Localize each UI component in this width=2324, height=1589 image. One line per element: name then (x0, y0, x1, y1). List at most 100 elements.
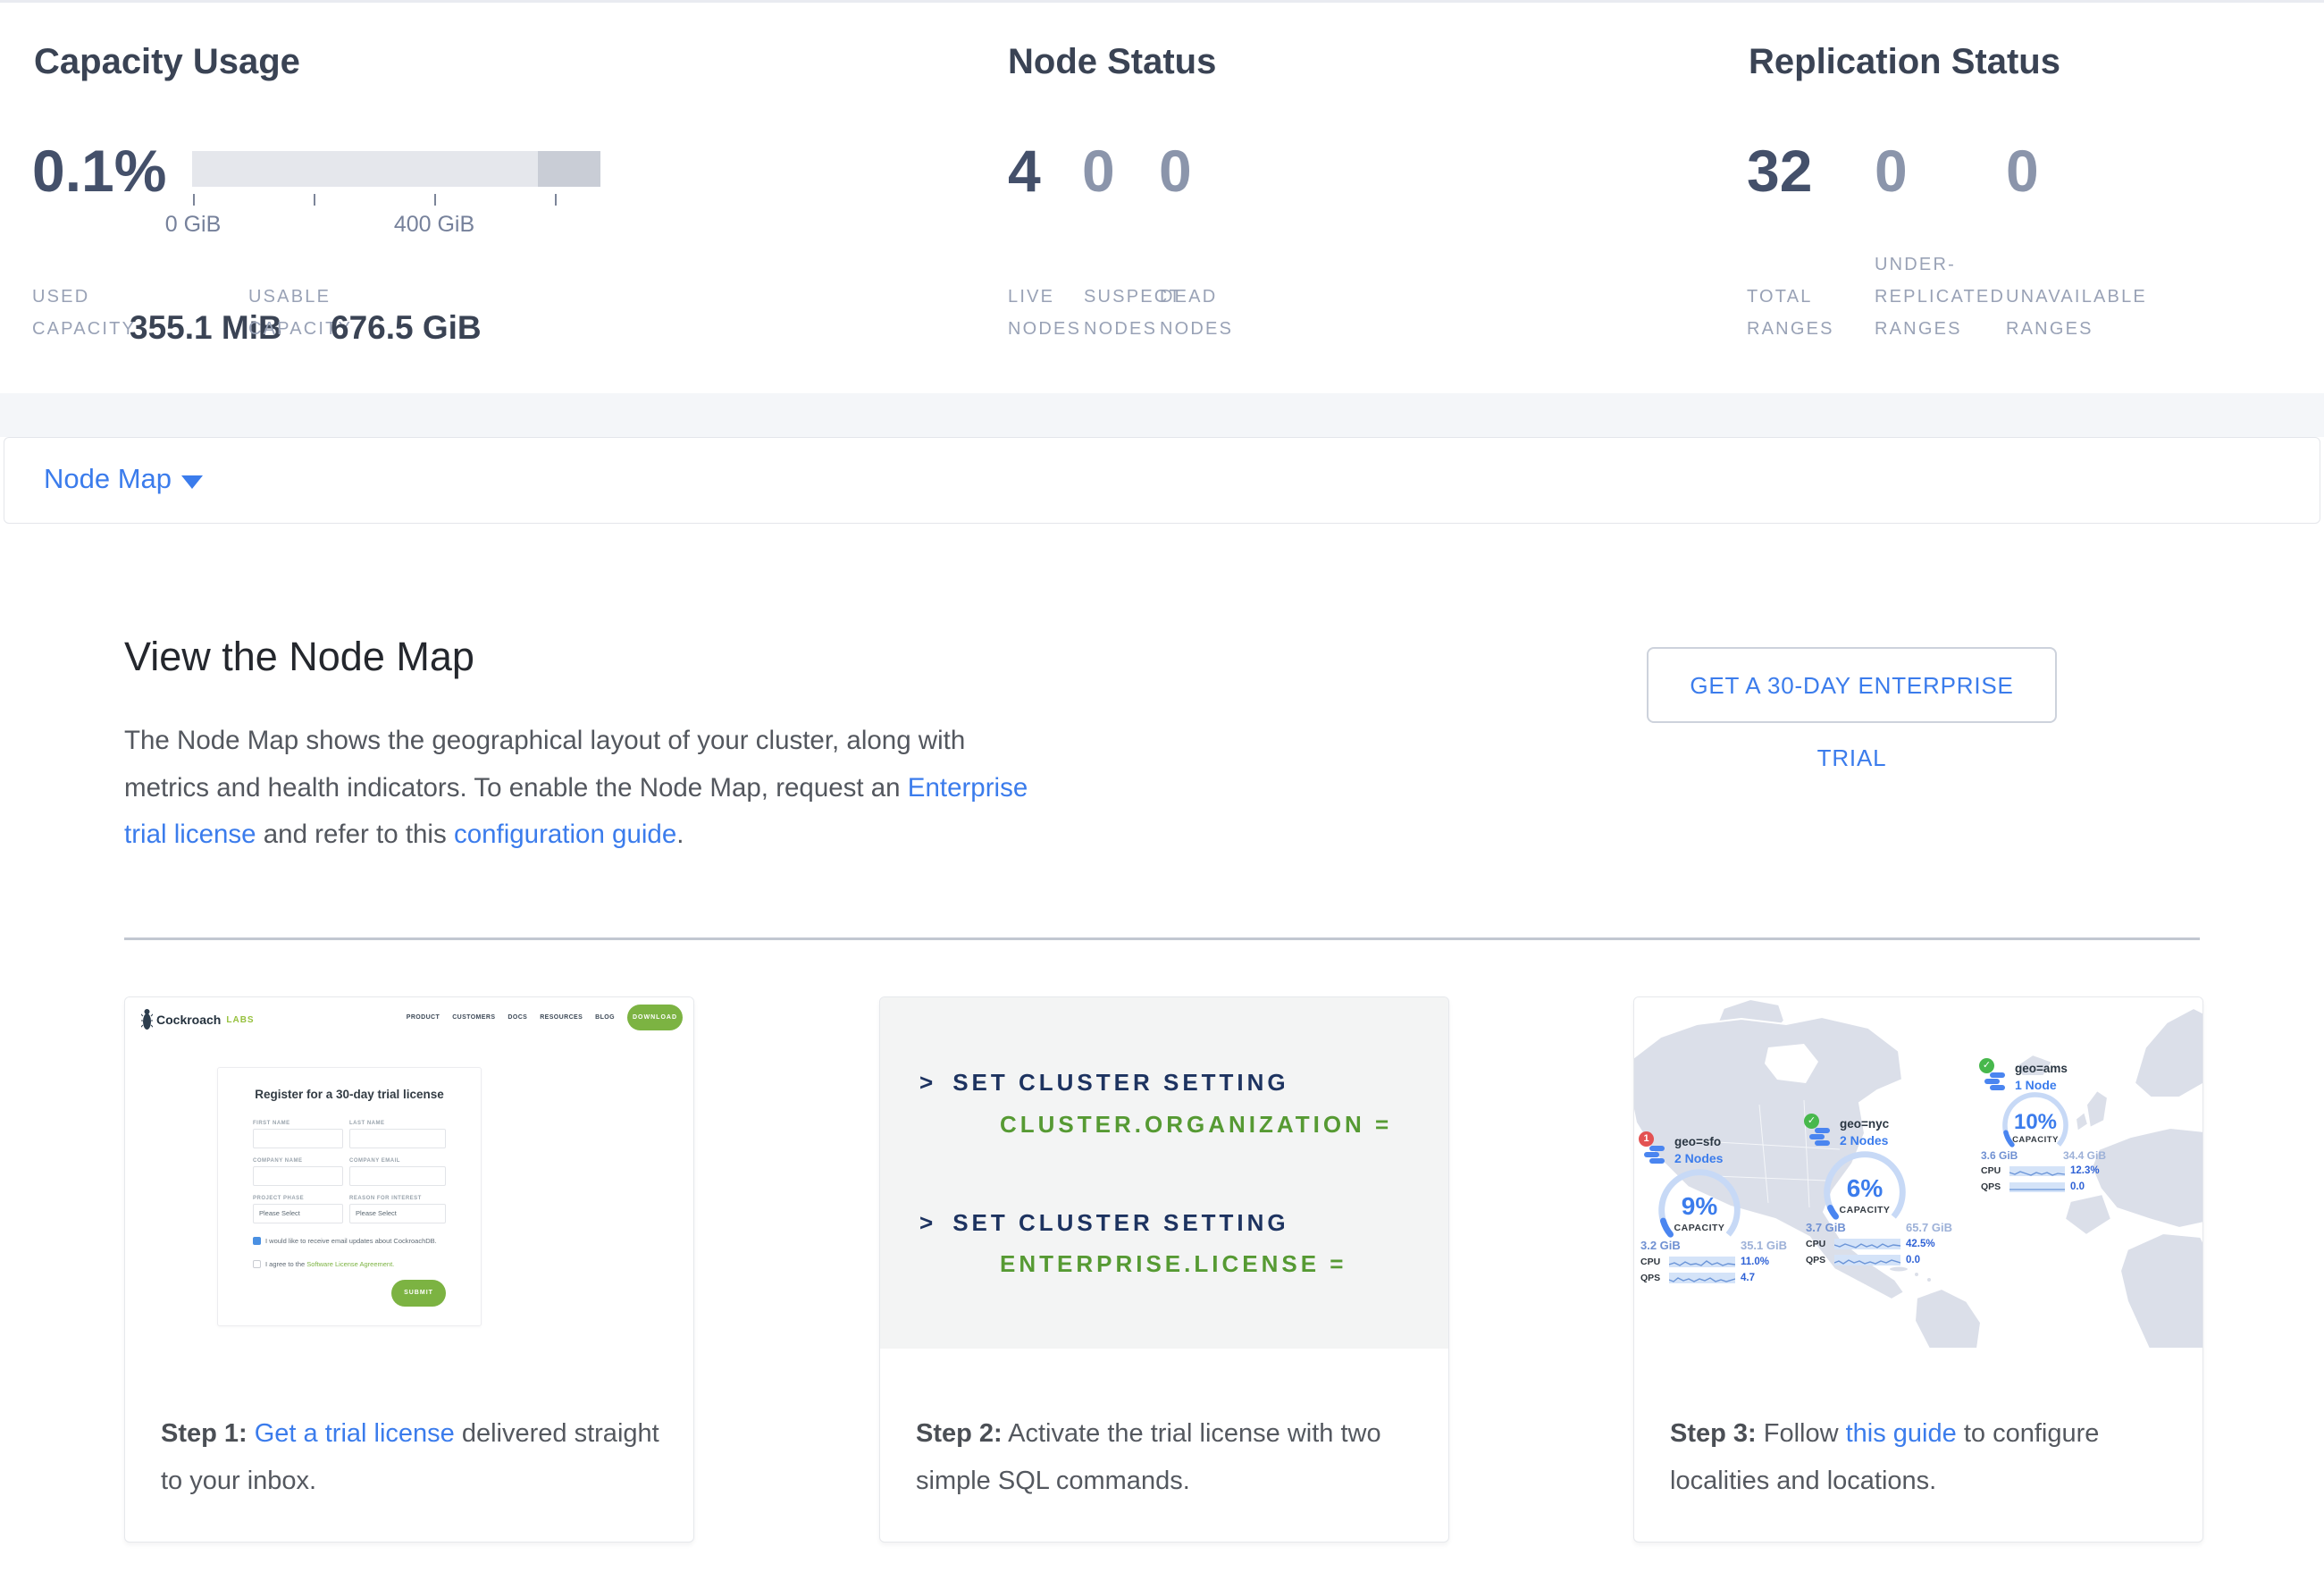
sql-keyword: SET CLUSTER SETTING (952, 1069, 1289, 1096)
cpu-metric-row: CPU 12.3% (1981, 1165, 2100, 1176)
cluster-summary-panel: Capacity Usage 0.1% 0 GiB 400 GiB USED C… (0, 3, 2324, 394)
capacity-bar-other-segment (538, 151, 600, 187)
trial-registration-screenshot: Cockroach LABS PRODUCT CUSTOMERS DOCS RE… (125, 997, 693, 1349)
cpu-value: 11.0% (1741, 1257, 1769, 1267)
sql-prompt: > (919, 1209, 937, 1236)
capacity-gauge (1658, 1169, 1741, 1251)
cpu-label: CPU (1806, 1239, 1826, 1249)
this-guide-link[interactable]: this guide (1845, 1419, 1957, 1448)
logo-suffix-text: LABS (226, 1014, 255, 1025)
usable-capacity-label: USABLE CAPACITY (248, 287, 353, 339)
healthy-check-icon: ✓ (1979, 1058, 1994, 1073)
last-name-field (349, 1129, 446, 1148)
section-divider (124, 937, 2200, 940)
step3-prefix: Step 3: (1670, 1419, 1757, 1448)
capacity-total: 65.7 GiB (1905, 1221, 1952, 1234)
capacity-axis-label-400: 400 GiB (393, 212, 475, 237)
get-trial-license-link[interactable]: Get a trial license (254, 1419, 455, 1448)
locality-node-count: 2 Nodes (1674, 1151, 1724, 1165)
panel-separator (0, 393, 2324, 437)
qps-metric-row: QPS 4.7 (1640, 1273, 1755, 1283)
qps-label: QPS (1981, 1181, 2001, 1192)
qps-sparkline (2009, 1181, 2065, 1192)
used-capacity-label: USED CAPACITY (32, 287, 137, 339)
qps-value: 4.7 (1741, 1273, 1755, 1283)
capacity-usage-title: Capacity Usage (34, 42, 300, 81)
first-name-label: FIRST NAME (253, 1121, 290, 1126)
nav-item-docs: DOCS (508, 1014, 528, 1021)
submit-button-image: SUBMIT (391, 1280, 446, 1307)
nav-item-customers: CUSTOMERS (452, 1014, 496, 1021)
world-map-graphic (1634, 997, 2202, 1349)
capacity-total: 35.1 GiB (1740, 1239, 1787, 1252)
sql-setting-2: ENTERPRISE.LICENSE = (1000, 1250, 1347, 1277)
qps-label: QPS (1806, 1255, 1826, 1265)
page-title: View the Node Map (124, 634, 474, 679)
step1-text (248, 1419, 255, 1448)
cpu-sparkline (2009, 1165, 2066, 1176)
qps-value: 0.0 (1906, 1255, 1920, 1265)
capacity-label: CAPACITY (2012, 1135, 2059, 1145)
qps-value: 0.0 (2070, 1181, 2085, 1192)
qps-sparkline (1833, 1255, 1901, 1265)
used-capacity-value: 355.1 MiB (130, 309, 282, 346)
step2-text: Activate the trial license with two simp… (916, 1419, 1381, 1495)
description-text: . (676, 820, 684, 849)
email-updates-text: I would like to receive email updates ab… (265, 1237, 437, 1245)
step3-text-after: to configure localities and locations. (1670, 1419, 2100, 1495)
agreement-text: I agree to the Software License Agreemen… (265, 1260, 394, 1268)
company-name-label: COMPANY NAME (253, 1158, 303, 1164)
live-nodes-label: LIVE NODES (1008, 287, 1082, 339)
step1-prefix: Step 1: (161, 1419, 248, 1448)
capacity-bar (192, 151, 600, 187)
database-stack-icon (1644, 1146, 1665, 1164)
cpu-value: 42.5% (1906, 1239, 1935, 1249)
sql-commands-image: > SET CLUSTER SETTING CLUSTER.ORGANIZATIO… (880, 997, 1448, 1349)
dead-nodes-label: DEAD NODES (1160, 287, 1234, 339)
cpu-value: 12.3% (2070, 1165, 2100, 1176)
capacity-axis-tick (314, 194, 315, 206)
reason-label: REASON FOR INTEREST (349, 1196, 422, 1201)
locality-sfo: 1 geo=sfo 2 Nodes 9% CAPACITY 3.2 GiB 35… (1639, 1130, 1792, 1291)
step1-text-after: delivered straight to your inbox. (161, 1419, 659, 1495)
qps-metric-row: QPS 0.0 (1981, 1181, 2085, 1192)
nav-item-blog: BLOG (595, 1014, 615, 1021)
nav-item-resources: RESOURCES (540, 1014, 583, 1021)
node-map-dropdown[interactable]: Node Map (4, 437, 2320, 524)
usable-capacity-value: 676.5 GiB (331, 309, 482, 346)
step2-prefix: Step 2: (916, 1419, 1003, 1448)
form-title: Register for a 30-day trial license (255, 1088, 444, 1101)
enterprise-trial-license-link[interactable]: Enterprise trial license (124, 772, 1028, 850)
project-phase-select: Please Select (253, 1204, 343, 1223)
license-agreement-checkbox-row: I agree to the Software License Agreemen… (253, 1260, 394, 1268)
capacity-percent: 9% (1681, 1192, 1718, 1220)
get-enterprise-trial-button[interactable]: GET A 30-DAY ENTERPRISE TRIAL (1647, 647, 2057, 771)
locality-name: geo=nyc (1840, 1117, 1890, 1131)
locality-name: geo=ams (2015, 1062, 2068, 1075)
database-stack-icon (1984, 1072, 2005, 1090)
cockroach-labs-logo: Cockroach LABS (141, 1008, 255, 1031)
node-map-dropdown-label: Node Map (44, 463, 172, 494)
node-map-description: The Node Map shows the geographical layo… (124, 718, 1107, 859)
step3-text: Follow (1756, 1419, 1846, 1448)
step2-card: > SET CLUSTER SETTING CLUSTER.ORGANIZATIO… (879, 996, 1449, 1543)
mini-site-nav: PRODUCT CUSTOMERS DOCS RESOURCES BLOG DO… (407, 1005, 683, 1030)
capacity-percent: 10% (2013, 1110, 2058, 1134)
qps-sparkline (1668, 1273, 1736, 1283)
capacity-gauge (2002, 1092, 2068, 1158)
first-name-field (253, 1129, 343, 1148)
company-email-label: COMPANY EMAIL (349, 1158, 400, 1164)
logo-text: Cockroach (156, 1013, 222, 1027)
suspect-nodes-count: 0 (1082, 138, 1115, 204)
sql-keyword: SET CLUSTER SETTING (952, 1209, 1289, 1236)
node-status-title: Node Status (1008, 42, 1217, 81)
description-text: The Node Map shows the geographical layo… (124, 726, 966, 803)
total-ranges-count: 32 (1747, 138, 1813, 204)
last-name-label: LAST NAME (349, 1121, 385, 1126)
cpu-metric-row: CPU 11.0% (1640, 1257, 1769, 1267)
step1-caption: Step 1: Get a trial license delivered st… (161, 1410, 667, 1505)
configuration-guide-link[interactable]: configuration guide (453, 820, 677, 849)
cpu-label: CPU (1981, 1165, 2001, 1176)
capacity-used: 3.2 GiB (1640, 1239, 1681, 1252)
